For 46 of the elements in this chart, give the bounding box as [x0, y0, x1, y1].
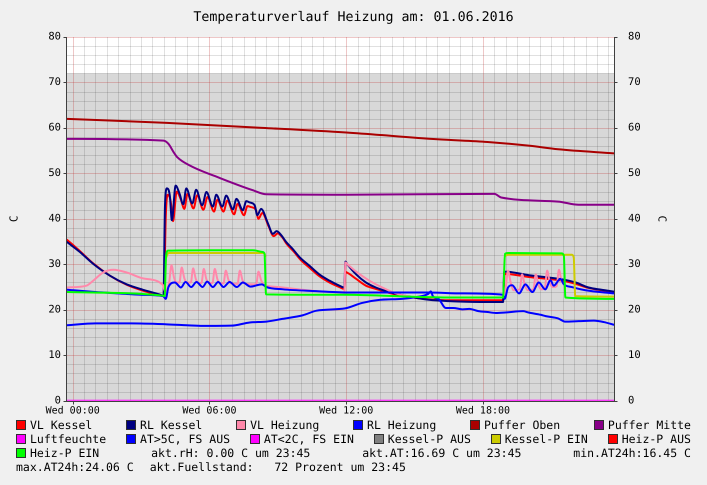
- y2-tick-label: 30: [628, 258, 641, 270]
- y2-tick-label: 60: [628, 122, 641, 134]
- legend-label: AT<2C, FS EIN: [264, 432, 354, 446]
- x-tick-label: Wed 06:00: [182, 405, 237, 416]
- legend-label: Puffer Mitte: [608, 418, 691, 432]
- legend-label: RL Kessel: [140, 418, 202, 432]
- text: akt.Fuellstand: 72 Prozent um 23:45: [150, 460, 406, 474]
- text: min.AT24h:16.45 C: [573, 446, 691, 460]
- legend-label: Heiz-P AUS: [622, 432, 691, 446]
- y-tick-label: 70: [48, 76, 61, 88]
- line-series: [67, 138, 614, 206]
- y-tick-label: 0: [54, 394, 61, 406]
- line-series: [67, 118, 614, 154]
- y2-tick-label: 80: [628, 30, 641, 43]
- y2-tick-label: 10: [628, 348, 641, 361]
- y-tick-label: 60: [48, 122, 61, 134]
- x-tick-label: Wed 00:00: [46, 405, 100, 416]
- legend-label: RL Heizung: [367, 418, 436, 432]
- y2-tick-label: 50: [628, 167, 641, 180]
- text: max.AT24h:24.06 C: [16, 460, 134, 474]
- text: akt.AT:16.69 C um 23:45: [362, 446, 522, 460]
- legend-label: Puffer Oben: [484, 418, 560, 432]
- y-tick-label: 30: [48, 258, 61, 270]
- legend-label: VL Heizung: [250, 418, 320, 432]
- legend-label: Heiz-P EIN: [30, 446, 100, 460]
- text: akt.rH: 0.00 C um 23:45: [151, 446, 310, 460]
- line-series: [67, 249, 614, 300]
- x-tick-label: Wed 18:00: [456, 405, 510, 416]
- legend-label: VL Kessel: [30, 418, 92, 432]
- y-tick-label: 50: [48, 167, 61, 180]
- legend-label: Luftfeuchte: [30, 432, 106, 446]
- y-tick-label: 10: [48, 348, 61, 361]
- y2-axis-title: C: [656, 216, 669, 222]
- y2-tick-label: 70: [628, 76, 641, 88]
- y-tick-label: 80: [48, 30, 61, 43]
- legend-label: Kessel-P AUS: [388, 432, 471, 446]
- legend-label: AT>5C, FS AUS: [140, 432, 230, 446]
- y2-tick-label: 20: [628, 304, 641, 316]
- y-tick-label: 20: [48, 304, 61, 316]
- y2-tick-label: 40: [628, 212, 641, 225]
- y2-tick-label: 0: [628, 394, 634, 406]
- y-tick-label: 40: [48, 212, 61, 225]
- legend-label: Kessel-P EIN: [504, 432, 588, 446]
- chart-title: Temperaturverlauf Heizung am: 01.06.2016: [192, 9, 515, 26]
- y-axis-title: C: [7, 216, 20, 222]
- x-tick-label: Wed 12:00: [319, 405, 374, 416]
